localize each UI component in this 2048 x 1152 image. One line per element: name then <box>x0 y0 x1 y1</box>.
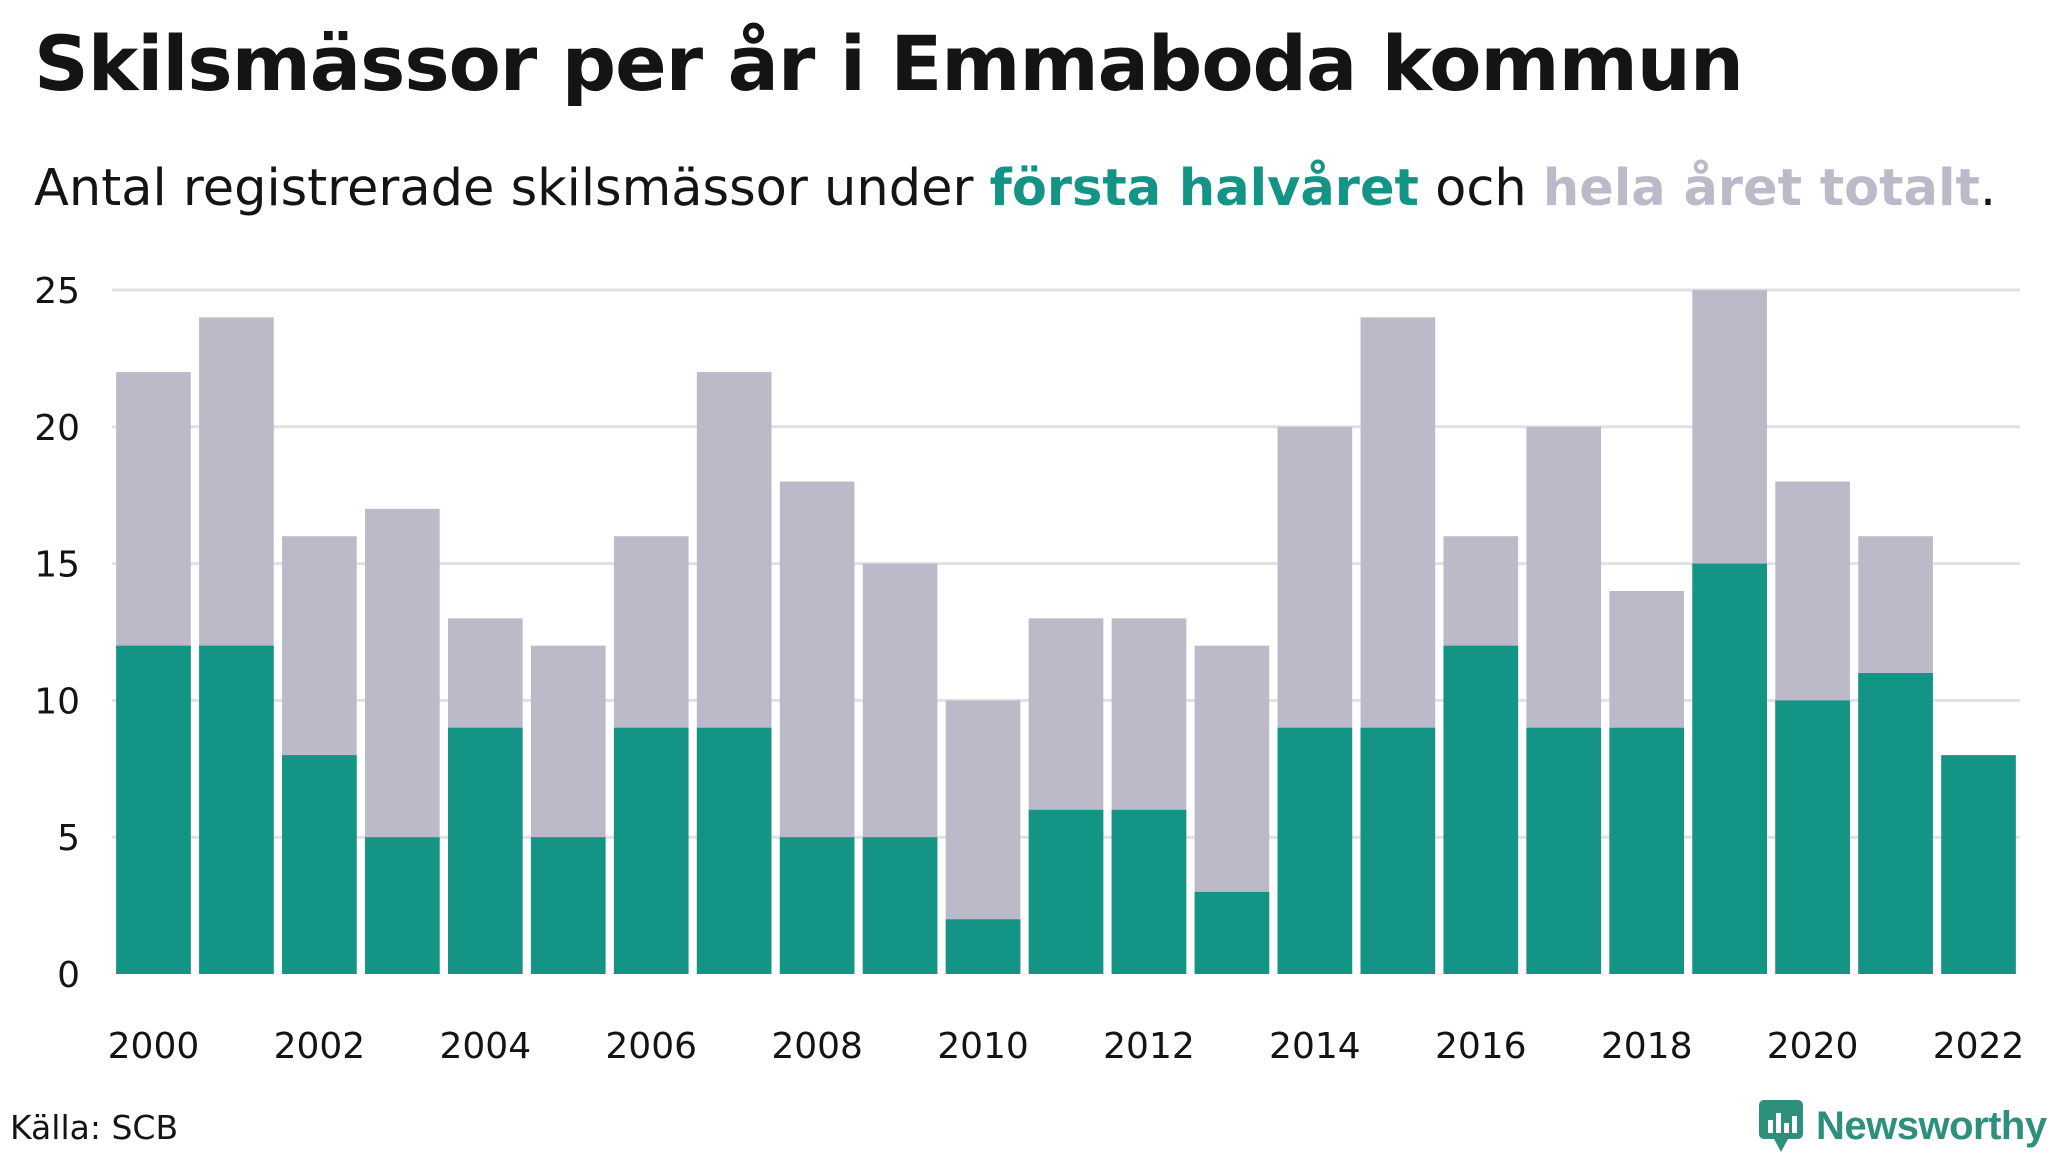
y-tick-label: 10 <box>34 681 80 722</box>
first-half-bar <box>1692 563 1767 974</box>
x-tick-label: 2020 <box>1767 1026 1859 1067</box>
first-half-bar <box>1858 673 1933 974</box>
x-tick-label: 2016 <box>1435 1026 1527 1067</box>
brand-logo: Newsworthy <box>1758 1098 2047 1152</box>
legend-total: hela året totalt <box>1542 159 1980 218</box>
first-half-bar <box>530 837 606 974</box>
first-half-bar <box>862 837 938 974</box>
first-half-bar <box>945 919 1021 974</box>
first-half-bar <box>116 645 191 974</box>
chart-title: Skilsmässor per år i Emmaboda kommun <box>34 19 1744 108</box>
first-half-bar <box>1941 755 2016 974</box>
chart-subtitle: Antal registrerade skilsmässor under för… <box>34 158 1996 219</box>
x-tick-label: 2018 <box>1601 1026 1693 1067</box>
first-half-bar <box>1194 891 1270 974</box>
legend-first-half: första halvåret <box>989 159 1419 218</box>
first-half-bar <box>613 727 689 974</box>
x-tick-label: 2008 <box>771 1026 863 1067</box>
brand-name: Newsworthy <box>1816 1103 2047 1148</box>
subtitle-suffix: . <box>1979 159 1997 218</box>
first-half-bar <box>1360 727 1436 974</box>
x-tick-label: 2006 <box>605 1026 697 1067</box>
first-half-bar <box>282 755 357 974</box>
x-tick-label: 2002 <box>274 1026 366 1067</box>
subtitle-middle: och <box>1418 159 1543 218</box>
y-tick-label: 5 <box>57 818 80 859</box>
first-half-bar <box>779 837 855 974</box>
first-half-bar <box>1277 727 1353 974</box>
first-half-bar <box>696 727 772 974</box>
first-half-bar <box>1028 809 1104 974</box>
y-tick-label: 15 <box>34 545 80 586</box>
source-note: Källa: SCB <box>10 1108 179 1147</box>
x-axis: 2000 2002 2004 2006 2008 2010 2012 2014 2016 2018… <box>108 1026 2025 1067</box>
newsworthy-logo-icon <box>1759 1100 1803 1152</box>
y-tick-label: 20 <box>34 408 80 449</box>
first-half-bars <box>116 563 2016 974</box>
subtitle-prefix: Antal registrerade skilsmässor under <box>34 159 990 218</box>
y-tick-label: 25 <box>34 271 80 312</box>
y-axis: 0 5 10 15 20 25 <box>34 271 80 996</box>
first-half-bar <box>1111 809 1187 974</box>
x-tick-label: 2022 <box>1933 1026 2025 1067</box>
first-half-bar <box>199 645 274 974</box>
x-tick-label: 2000 <box>108 1026 200 1067</box>
y-tick-label: 0 <box>57 955 80 996</box>
first-half-bar <box>365 837 440 974</box>
first-half-bar <box>1526 727 1602 974</box>
first-half-bar <box>1775 700 1850 974</box>
first-half-bar <box>447 727 523 974</box>
x-tick-label: 2004 <box>439 1026 531 1067</box>
x-tick-label: 2012 <box>1103 1026 1195 1067</box>
first-half-bar <box>1443 645 1519 974</box>
x-tick-label: 2010 <box>937 1026 1029 1067</box>
first-half-bar <box>1609 727 1685 974</box>
x-tick-label: 2014 <box>1269 1026 1361 1067</box>
